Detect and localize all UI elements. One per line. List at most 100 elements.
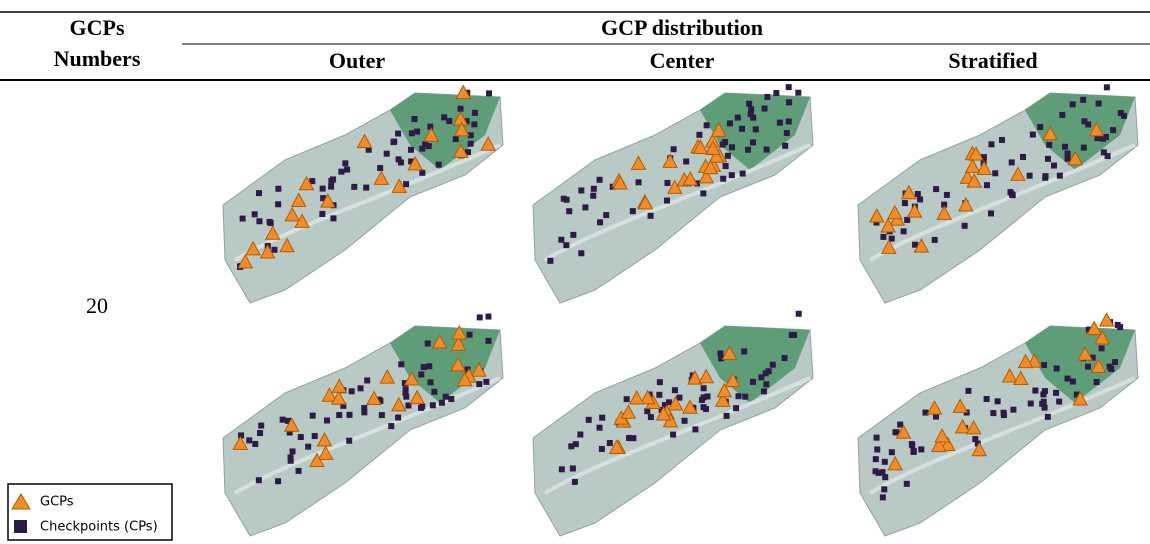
checkpoint: [349, 388, 355, 394]
checkpoint: [1065, 156, 1071, 162]
checkpoint: [874, 446, 880, 452]
checkpoint: [403, 394, 409, 400]
checkpoint: [1053, 390, 1059, 396]
checkpoint: [748, 111, 754, 117]
checkpoint: [696, 132, 702, 138]
checkpoint: [558, 237, 564, 243]
checkpoint: [880, 234, 886, 240]
checkpoint: [351, 184, 357, 190]
checkpoint: [597, 219, 603, 225]
checkpoint: [377, 165, 383, 171]
checkpoint: [796, 311, 802, 317]
checkpoint: [729, 144, 735, 150]
checkpoint: [909, 442, 915, 448]
checkpoint: [597, 177, 603, 183]
checkpoint: [735, 115, 741, 121]
checkpoint: [786, 99, 792, 105]
checkpoint: [477, 314, 483, 320]
checkpoint: [1054, 365, 1060, 371]
checkpoint: [1094, 379, 1100, 385]
checkpoint: [443, 394, 449, 400]
checkpoint: [763, 381, 769, 387]
checkpoint: [990, 410, 996, 416]
checkpoint: [782, 355, 788, 361]
checkpoint: [408, 147, 414, 153]
checkpoint: [427, 379, 433, 385]
checkpoint: [275, 186, 281, 192]
checkpoint: [720, 176, 726, 182]
map-panel: [858, 313, 1138, 536]
checkpoint: [722, 139, 728, 145]
checkpoint: [559, 466, 565, 472]
checkpoint: [603, 212, 609, 218]
checkpoint: [962, 223, 968, 229]
checkpoint: [422, 141, 428, 147]
checkpoint: [344, 167, 350, 173]
column-header: Outer: [329, 48, 385, 73]
checkpoint: [873, 456, 879, 462]
checkpoint: [881, 486, 887, 492]
checkpoint: [319, 211, 325, 217]
checkpoint: [430, 402, 436, 408]
checkpoint: [773, 90, 779, 96]
checkpoint: [384, 151, 390, 157]
checkpoint: [648, 213, 654, 219]
checkpoint: [742, 394, 748, 400]
checkpoint: [764, 147, 770, 153]
checkpoint: [624, 396, 630, 402]
checkpoint: [725, 153, 731, 159]
checkpoint: [607, 440, 613, 446]
checkpoint: [735, 393, 741, 399]
checkpoint: [1085, 364, 1091, 370]
checkpoint: [1039, 401, 1045, 407]
checkpoint: [904, 217, 910, 223]
checkpoint: [1062, 144, 1068, 150]
checkpoint: [419, 170, 425, 176]
checkpoint: [448, 396, 454, 402]
checkpoint: [746, 101, 752, 107]
checkpoint: [312, 433, 318, 439]
checkpoint: [486, 90, 492, 96]
checkpoint: [414, 129, 420, 135]
checkpoint: [762, 106, 768, 112]
checkpoint: [591, 186, 597, 192]
checkpoint: [431, 389, 437, 395]
checkpoint: [296, 468, 302, 474]
checkpoint: [1103, 134, 1109, 140]
checkpoint: [630, 208, 636, 214]
checkpoint: [704, 122, 710, 128]
checkpoint: [256, 218, 262, 224]
checkpoint: [395, 131, 401, 137]
checkpoint: [578, 187, 584, 193]
checkpoint: [988, 210, 994, 216]
checkpoint: [288, 454, 294, 460]
checkpoint: [379, 412, 385, 418]
checkpoint: [1081, 145, 1087, 151]
checkpoint: [740, 171, 746, 177]
checkpoint: [252, 211, 258, 217]
checkpoint: [984, 396, 990, 402]
map-panel: [223, 85, 503, 303]
checkpoint: [590, 193, 596, 199]
checkpoint: [701, 404, 707, 410]
row-header: Numbers: [54, 46, 141, 71]
checkpoint: [880, 494, 886, 500]
checkpoint: [1042, 175, 1048, 181]
checkpoint: [403, 181, 409, 187]
row-header: GCPs: [70, 15, 125, 40]
checkpoint: [1030, 132, 1036, 138]
checkpoint: [1112, 359, 1118, 365]
checkpoint: [636, 179, 642, 185]
checkpoint: [965, 388, 971, 394]
checkpoint: [453, 136, 459, 142]
checkpoint: [336, 412, 342, 418]
checkpoint: [882, 474, 888, 480]
checkpoint: [568, 443, 574, 449]
legend-label: GCPs: [40, 495, 74, 510]
checkpoint: [483, 379, 489, 385]
checkpoint: [320, 186, 326, 192]
checkpoint: [739, 126, 745, 132]
checkpoint: [791, 332, 797, 338]
checkpoint: [256, 190, 262, 196]
checkpoint: [683, 158, 689, 164]
